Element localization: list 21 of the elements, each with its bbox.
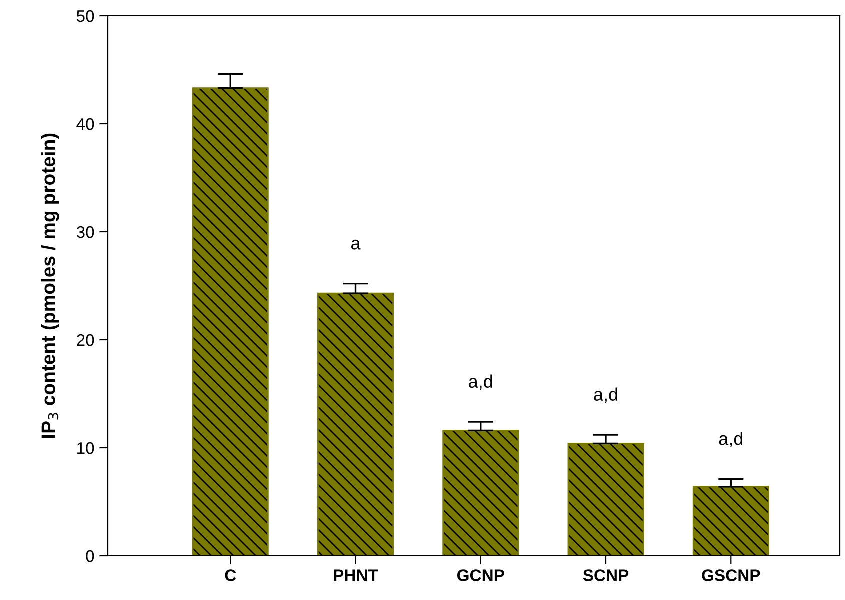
bar xyxy=(318,292,394,556)
x-tick-label: GSCNP xyxy=(702,570,760,582)
y-tick-label: 20 xyxy=(77,334,94,346)
annotation: a,d xyxy=(469,374,492,390)
y-tick-label: 40 xyxy=(76,118,94,130)
annotation: a,d xyxy=(594,388,618,404)
y-tick-label: 0 xyxy=(86,550,94,562)
x-tick-label: GCNP xyxy=(457,570,504,582)
y-axis-title: IP$_{3}$ content (pmoles / mg protein) xyxy=(41,134,60,438)
bar xyxy=(192,88,269,556)
x-tick-label: SCNP xyxy=(583,570,629,582)
y-tick-label: 10 xyxy=(78,442,94,454)
x-tick-label: PHNT xyxy=(334,570,378,582)
annotation: a xyxy=(352,240,361,250)
bar xyxy=(692,486,770,556)
annotation: a,d xyxy=(719,432,743,448)
bar xyxy=(568,442,644,556)
bar xyxy=(442,430,520,556)
x-tick-label: C xyxy=(225,570,236,582)
y-tick-label: 30 xyxy=(76,226,94,238)
y-tick-label: 50 xyxy=(76,10,94,22)
